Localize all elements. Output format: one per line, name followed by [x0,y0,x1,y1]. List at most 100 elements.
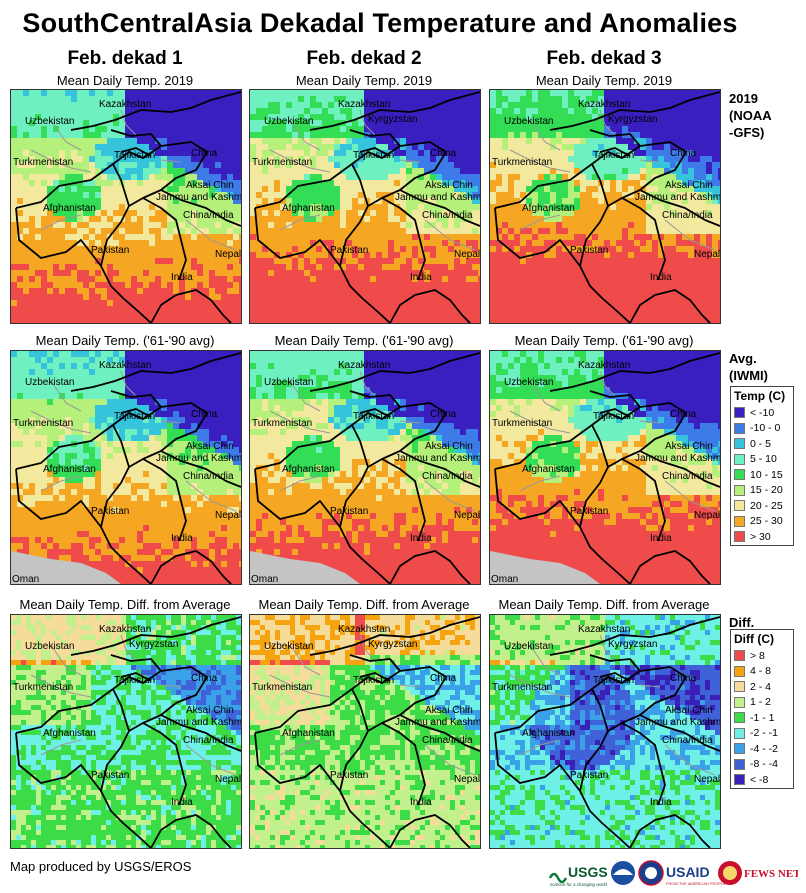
province-boundary [529,119,561,151]
map-label-nepal: Nepal [694,249,720,260]
map-label-tajikistan: Tajikistan [114,675,155,686]
map-label-jammu-kashmir: Jammu and Kashmir [635,717,720,728]
temp-map-avg-dekad-1: Kazakhstan Uzbekistan China Turkmenistan Taj… [10,350,242,585]
map-label-india: India [410,533,432,544]
province-boundary [160,684,182,688]
province-boundary [120,634,137,661]
country-boundary [359,672,391,682]
legend-swatch [734,500,745,512]
map-label-aksai-chin: Aksai Chin [425,705,473,716]
legend-swatch [734,727,745,739]
map-label-turkmenistan: Turkmenistan [492,157,552,168]
province-boundary [40,739,82,756]
legend-label: 25 - 30 [750,515,783,528]
country-boundary [351,688,369,732]
map-label-afghanistan: Afghanistan [522,203,575,214]
legend-swatch [734,758,745,770]
country-boundary [150,289,232,323]
legend-label: 5 - 10 [750,453,777,466]
panel-title: Mean Daily Temp. 2019 [535,73,673,88]
country-boundary [359,147,391,157]
difference-legend: Diff (C) > 8 4 - 8 2 - 4 1 - 2 -1 - 1 -2 - -1… [730,629,794,789]
map-canvas: Kazakhstan Uzbekistan China Turkmenistan Taj… [11,90,241,323]
province-boundary [120,109,137,136]
legend-swatch [734,743,745,755]
legend-item: 1 - 2 [731,695,793,711]
map-label-oman: Oman [12,574,39,584]
map-label-jammu-kashmir: Jammu and Kashmir [156,717,241,728]
country-boundary [142,197,187,281]
province-boundary [50,119,82,151]
map-label-tajikistan: Tajikistan [353,150,394,161]
map-label-pakistan: Pakistan [570,770,608,781]
map-label-nepal: Nepal [215,510,241,521]
country-boundary [494,141,687,323]
map-label-tajikistan: Tajikistan [353,675,394,686]
legend-label: < -10 [750,406,775,419]
legend-item: 15 - 20 [731,483,793,499]
map-label-china-india: China/India [662,735,713,746]
map-label-china-india: China/India [422,735,473,746]
province-boundary [279,475,321,492]
temp-map-2019-dekad-1: Kazakhstan Uzbekistan China Turkmenistan Taj… [10,89,242,324]
province-boundary [639,684,661,688]
country-boundary [494,666,687,848]
province-boundary [50,380,82,412]
province-boundary [529,644,561,676]
legend-item: -4 - -2 [731,741,793,757]
map-label-pakistan: Pakistan [570,245,608,256]
province-boundary [359,370,376,397]
province-boundary [269,149,331,173]
legend-item: -2 - -1 [731,726,793,742]
legend-item: -8 - -4 [731,757,793,773]
legend-swatch [734,438,745,450]
panel-title: Mean Daily Temp. ('61-'90 avg) [514,333,694,348]
map-label-nepal: Nepal [215,249,241,260]
province-boundary [399,684,421,688]
country-boundary [589,129,641,147]
map-label-turkmenistan: Turkmenistan [13,157,73,168]
legend-swatch [734,469,745,481]
diff-map-dekad-1: Kazakhstan Uzbekistan China Turkmenistan Taj… [10,614,242,849]
country-boundary [399,189,480,227]
province-boundary [599,370,616,397]
map-label-uzbekistan: Uzbekistan [504,377,553,388]
temp-map-2019-dekad-3: Kazakhstan Uzbekistan China Turkmenistan Taj… [489,89,721,324]
province-boundary [509,674,571,698]
province-boundary [519,214,561,231]
map-label-china: China [191,409,218,420]
noaa-logo [611,861,635,885]
temp-map-avg-dekad-2: Kazakhstan Uzbekistan China Turkmenistan Taj… [249,350,481,585]
legend-item: 20 - 25 [731,498,793,514]
diff-map-dekad-2: Kazakhstan Uzbekistan China Turkmenistan Taj… [249,614,481,849]
country-boundary [591,424,609,468]
country-boundary [349,654,401,672]
map-label-kazakhstan: Kazakhstan [338,624,390,635]
country-boundary [589,654,641,672]
legend-item: > 30 [731,529,793,545]
map-label-turkmenistan: Turkmenistan [13,418,73,429]
map-label-china-india: China/India [183,471,234,482]
province-boundary [279,739,321,756]
map-label-china-india: China/India [422,471,473,482]
map-label-india: India [171,272,193,283]
map-label-kazakhstan: Kazakhstan [99,99,151,110]
page-title: SouthCentralAsia Dekadal Temperature and… [22,8,738,38]
map-label-jammu-kashmir: Jammu and Kashmir [156,192,241,203]
province-boundary [359,634,376,661]
map-label-india: India [171,797,193,808]
map-label-pakistan: Pakistan [330,770,368,781]
legend-label: 20 - 25 [750,499,783,512]
legend-label: 1 - 2 [750,696,772,709]
country-boundary [621,722,666,806]
map-label-kazakhstan: Kazakhstan [338,99,390,110]
map-label-kazakhstan: Kazakhstan [578,624,630,635]
legend-swatch [734,712,745,724]
column-header-dekad-3: Feb. dekad 3 [546,48,662,69]
sea-area [490,551,600,584]
country-boundary [399,714,480,752]
map-label-afghanistan: Afghanistan [522,728,575,739]
map-label-afghanistan: Afghanistan [282,203,335,214]
sea-area [11,551,121,584]
province-boundary [509,149,571,173]
